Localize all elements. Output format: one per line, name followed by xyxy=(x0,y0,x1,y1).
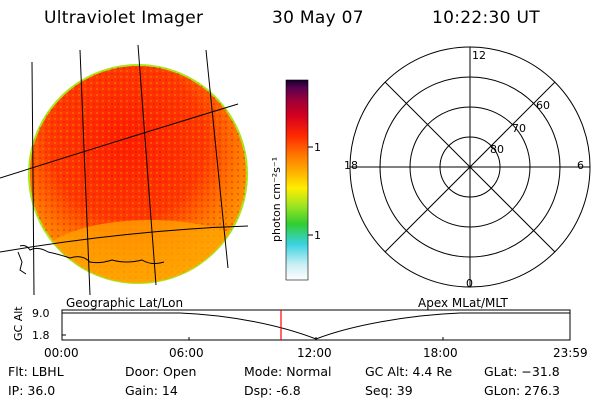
gain-info: Gain: 14 xyxy=(125,383,178,398)
altitude-timeline: GC Alt 9.0 1.8 xyxy=(12,306,571,342)
colorbar-gradient xyxy=(285,79,309,281)
uv-earth-image xyxy=(0,44,249,295)
lat-label-70: 70 xyxy=(512,122,526,135)
mlt-label-18: 18 xyxy=(344,159,358,172)
dsp-info: Dsp: -6.8 xyxy=(244,383,301,398)
mlt-label-0: 0 xyxy=(466,277,473,290)
ip-info: IP: 36.0 xyxy=(8,383,56,398)
timeline-left-title: Geographic Lat/Lon xyxy=(66,296,184,310)
colorbar-tick-10: 10 xyxy=(314,229,320,242)
colorbar: 100 10 photon cm⁻²s⁻¹ xyxy=(270,79,320,281)
glon-info: GLon: 276.3 xyxy=(484,383,560,398)
observation-date: 30 May 07 xyxy=(272,8,364,28)
colorbar-unit-label: photon cm⁻²s⁻¹ xyxy=(270,157,283,242)
filter-info: Flt: LBHL xyxy=(8,364,64,379)
colorbar-tick-100: 100 xyxy=(314,141,320,154)
polar-mlt-plot: 12 18 6 0 60 70 80 xyxy=(344,46,591,290)
observation-time: 10:22:30 UT xyxy=(432,8,540,28)
timeline-xtick-2359: 23:59 xyxy=(553,346,588,360)
timeline-xtick-0600: 06:00 xyxy=(169,346,204,360)
glat-info: GLat: −31.8 xyxy=(484,364,560,379)
coastline xyxy=(19,245,165,265)
timeline-xtick-0000: 00:00 xyxy=(44,346,79,360)
timeline-xtick-1800: 18:00 xyxy=(423,346,458,360)
instrument-title: Ultraviolet Imager xyxy=(44,8,204,28)
timeline-ylabel: GC Alt xyxy=(12,306,25,341)
seq-info: Seq: 39 xyxy=(365,383,413,398)
timeline-right-title: Apex MLat/MLT xyxy=(418,296,508,310)
lat-label-60: 60 xyxy=(536,99,550,112)
mlt-label-6: 6 xyxy=(577,159,584,172)
altitude-curve xyxy=(62,312,570,340)
timeline-ytick-9: 9.0 xyxy=(32,307,50,320)
timeline-ytick-1.8: 1.8 xyxy=(32,329,50,342)
mode-info: Mode: Normal xyxy=(244,364,332,379)
gc-alt-info: GC Alt: 4.4 Re xyxy=(365,364,453,379)
timeline-frame xyxy=(61,309,571,341)
geographic-grid xyxy=(0,44,249,295)
timeline-xtick-1200: 12:00 xyxy=(297,346,332,360)
door-info: Door: Open xyxy=(125,364,197,379)
lat-label-80: 80 xyxy=(490,143,504,156)
mlt-label-12: 12 xyxy=(472,49,486,62)
